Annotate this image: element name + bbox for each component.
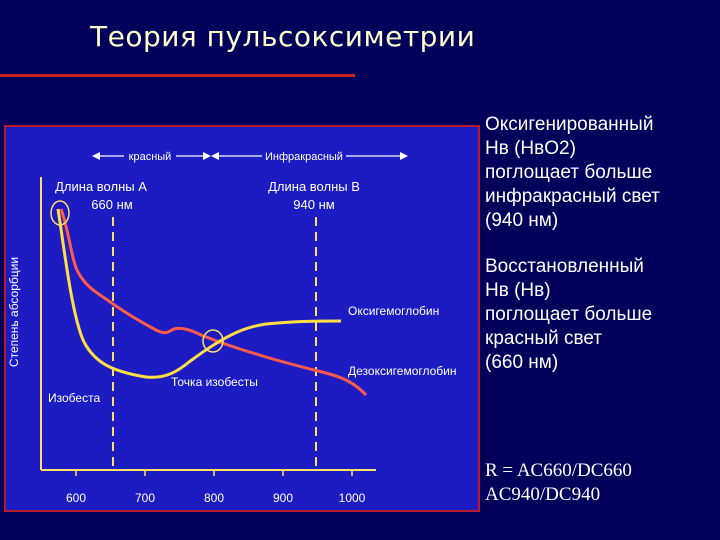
x-tick-label-900: 900 — [273, 491, 293, 505]
band-ir-label: Инфракрасный — [265, 151, 343, 163]
isosbestic-left-label: Изобеста — [48, 391, 100, 405]
start-point-circle — [50, 200, 70, 226]
note-line: (940 нм) — [485, 210, 559, 231]
note-line: Нв (НвО2) — [485, 138, 576, 159]
band-red-label: красный — [129, 151, 172, 163]
note-line: поглощает больше — [485, 162, 653, 183]
oxyhemoglobin-curve — [56, 208, 342, 379]
wavelength-a-label: Длина волны А — [55, 179, 147, 194]
note-line: инфракрасный свет — [485, 186, 660, 207]
deoxyhemoglobin-curve — [59, 208, 368, 397]
absorption-diagram: 600 700 800 900 1000 Степень абсорбции к… — [4, 125, 480, 512]
band-ir-arrow-left — [211, 152, 219, 160]
x-tick-label-700: 700 — [135, 491, 155, 505]
band-ir-label-bg — [262, 148, 346, 163]
band-red-arrow-left — [92, 152, 100, 160]
note-line: Нв (Нв) — [485, 280, 551, 301]
title-underline — [0, 74, 355, 77]
y-axis-label: Степень абсорбции — [7, 257, 21, 367]
note-line: Восстановленный — [485, 256, 644, 277]
slide-title: Теория пульсоксиметрии — [90, 20, 476, 53]
reduced-hb-note: Восстановленный Нв (Нв) поглощает больше… — [485, 255, 717, 375]
explanation-text: Оксигенированный Нв (НвО2) поглощает бол… — [485, 113, 717, 397]
note-line: Оксигенированный — [485, 114, 654, 135]
wavelength-b-label: Длина волны В — [268, 179, 360, 194]
formula-line-2: AC940/DC940 — [485, 484, 601, 505]
band-red-label-bg — [124, 148, 176, 163]
note-line: красный свет — [485, 328, 603, 349]
note-line: поглощает больше — [485, 304, 653, 325]
x-tick-label-1000: 1000 — [339, 491, 366, 505]
absorption-chart-svg: 600 700 800 900 1000 Степень абсорбции к… — [7, 148, 457, 505]
isosbestic-point-circle — [202, 329, 224, 353]
band-ir-arrow-right — [400, 152, 408, 160]
x-tick-label-800: 800 — [204, 491, 224, 505]
wavelength-b-value: 940 нм — [293, 197, 334, 212]
band-red-arrow-right — [203, 152, 211, 160]
isosbestic-point-label: Точка изобесты — [171, 375, 258, 389]
oxygenated-hb-note: Оксигенированный Нв (НвО2) поглощает бол… — [485, 113, 717, 233]
formula-line-1: R = AC660/DC660 — [485, 460, 632, 481]
note-line: (660 нм) — [485, 352, 559, 373]
x-tick-label-600: 600 — [66, 491, 86, 505]
oxyhemoglobin-label: Оксигемоглобин — [348, 304, 439, 318]
wavelength-a-value: 660 нм — [91, 197, 132, 212]
ratio-formula: R = AC660/DC660 AC940/DC940 — [485, 459, 632, 507]
deoxyhemoglobin-label: Дезоксигемоглобин — [348, 364, 457, 378]
